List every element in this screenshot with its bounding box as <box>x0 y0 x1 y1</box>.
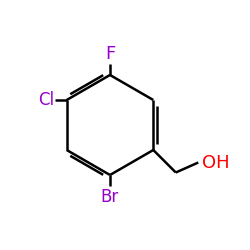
Text: Br: Br <box>101 188 119 206</box>
Text: F: F <box>105 45 115 63</box>
Text: Cl: Cl <box>38 91 54 109</box>
Text: OH: OH <box>202 154 230 172</box>
